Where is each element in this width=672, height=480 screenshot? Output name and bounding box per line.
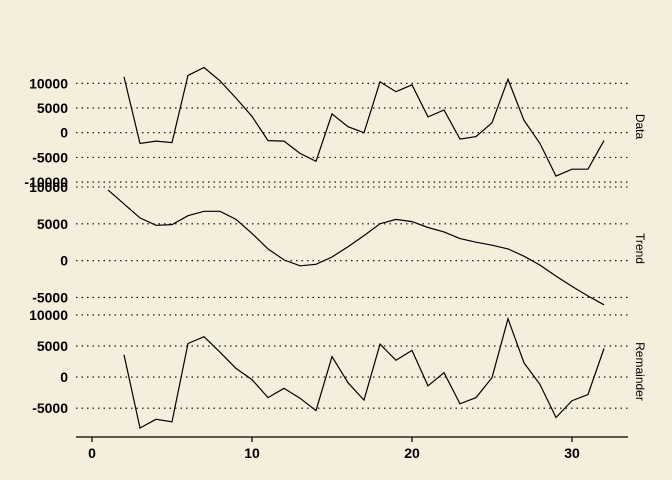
- data-y-tick-label: 5000: [37, 100, 68, 116]
- remainder-y-tick-label: 0: [60, 369, 68, 385]
- x-tick-label: 20: [404, 445, 420, 461]
- trend-y-tick-label: -5000: [32, 289, 68, 305]
- x-tick-label: 0: [88, 445, 96, 461]
- data-strip-label: Data: [633, 114, 647, 140]
- data-y-tick-label: -5000: [32, 149, 68, 165]
- x-tick-label: 30: [564, 445, 580, 461]
- data-y-tick-label: 10000: [29, 75, 68, 91]
- trend-y-tick-label: 5000: [37, 216, 68, 232]
- remainder-strip-label: Remainder: [633, 342, 647, 401]
- trend-y-tick-label: 0: [60, 253, 68, 269]
- x-tick-label: 10: [244, 445, 260, 461]
- remainder-y-tick-label: 10000: [29, 307, 68, 323]
- data-series-line: [123, 66, 605, 177]
- remainder-y-tick-label: 5000: [37, 338, 68, 354]
- trend-y-tick-label: 10000: [29, 179, 68, 195]
- data-y-tick-label: -10000: [24, 174, 68, 190]
- remainder-y-tick-label: -5000: [32, 400, 68, 416]
- remainder-series-line: [123, 316, 605, 429]
- trend-strip-label: Trend: [633, 233, 647, 264]
- trend-series-line: [107, 189, 605, 306]
- data-y-tick-label: 0: [60, 125, 68, 141]
